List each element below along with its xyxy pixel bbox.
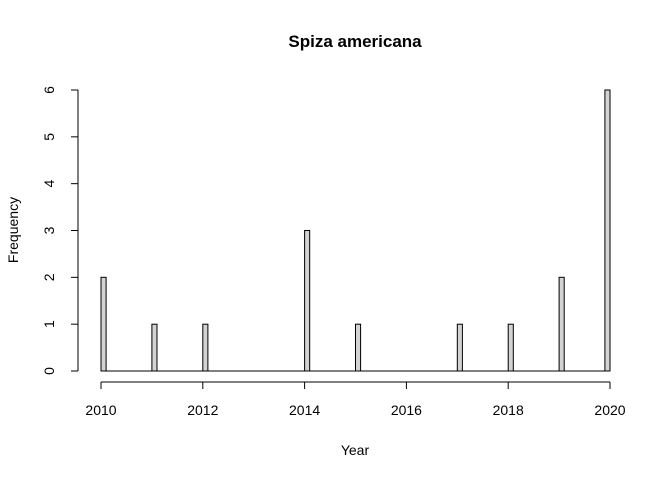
x-tick-label-2014: 2014 xyxy=(289,402,320,418)
x-axis-label: Year xyxy=(341,442,370,458)
x-tick-label-2016: 2016 xyxy=(391,402,422,418)
y-tick-label-2: 2 xyxy=(41,273,57,281)
y-tick-label-6: 6 xyxy=(41,86,57,94)
y-tick-label-3: 3 xyxy=(41,226,57,234)
x-tick-label-2020: 2020 xyxy=(594,402,625,418)
bar-2017 xyxy=(456,323,463,372)
x-axis: 2010 2012 2014 2016 2018 2020 xyxy=(85,381,626,418)
bar-2020 xyxy=(604,89,611,372)
bar-2015 xyxy=(355,323,362,372)
bar-2012 xyxy=(202,323,209,372)
bar-2011 xyxy=(151,323,158,372)
bar-2018 xyxy=(507,323,514,372)
bar-2010 xyxy=(100,276,107,372)
x-tick-label-2012: 2012 xyxy=(187,402,218,418)
bars xyxy=(100,89,611,372)
y-tick-label-4: 4 xyxy=(41,180,57,188)
y-axis: 0 1 2 3 4 5 6 xyxy=(41,86,79,375)
bar-2019 xyxy=(558,276,565,372)
x-tick-label-2010: 2010 xyxy=(85,402,116,418)
x-tick-label-2018: 2018 xyxy=(493,402,524,418)
y-tick-label-5: 5 xyxy=(41,133,57,141)
y-tick-label-0: 0 xyxy=(41,367,57,375)
bar-2014 xyxy=(304,230,311,372)
y-tick-label-1: 1 xyxy=(41,320,57,328)
chart-title: Spiza americana xyxy=(288,32,422,51)
y-axis-label: Frequency xyxy=(5,197,21,263)
